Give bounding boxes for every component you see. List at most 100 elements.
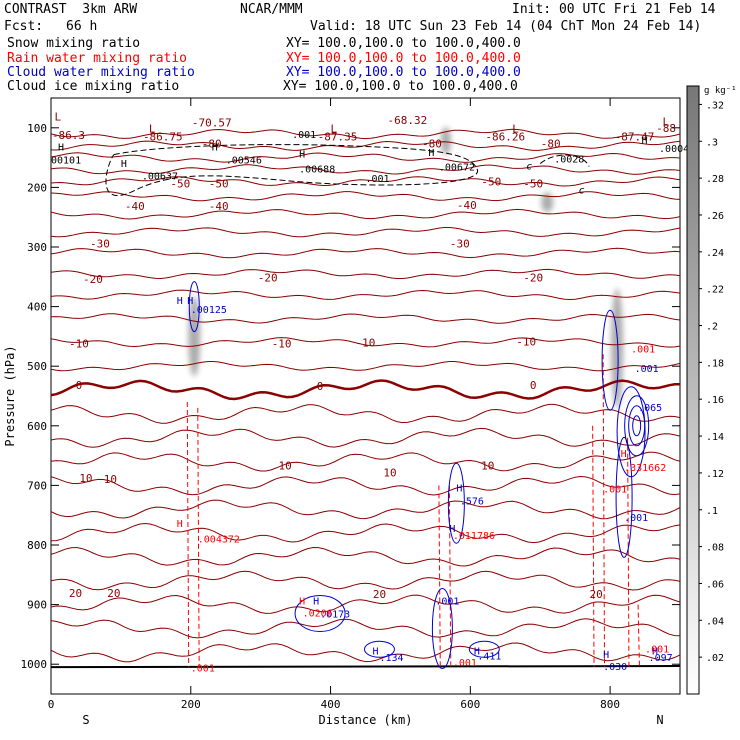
rain-value-label: .0206	[303, 609, 333, 620]
high-marker: H	[456, 483, 462, 494]
y-axis-title: Pressure (hPa)	[3, 345, 17, 446]
high-marker: H	[372, 647, 378, 658]
x-tick-label: 200	[181, 698, 201, 711]
low-marker: L	[149, 123, 156, 136]
snow-contour	[105, 144, 478, 197]
isotherm-label: 10	[279, 459, 292, 472]
rain-contour	[602, 354, 606, 668]
snow-value-label: 00101	[51, 156, 81, 167]
isotherm-label: 0	[76, 379, 83, 392]
cloud-water-contour	[632, 415, 642, 437]
isotherm-label: -20	[83, 273, 103, 286]
cloud-water-contour	[616, 386, 646, 478]
isotherm-line	[51, 208, 680, 220]
y-tick-label: 1000	[21, 658, 48, 671]
ice-value-label: .001	[292, 130, 316, 141]
colorbar-label: .32	[706, 100, 724, 111]
isotherm-line	[51, 191, 680, 202]
rain-value-label: .011786	[453, 531, 495, 542]
high-marker: H	[212, 142, 218, 153]
isotherm-label: -86.75	[143, 130, 183, 143]
isotherm-label: -80	[422, 137, 442, 150]
rain-contour	[637, 604, 640, 668]
isotherm-label: -40	[457, 199, 477, 212]
snow-contour	[539, 154, 590, 167]
colorbar-label: .3	[706, 137, 718, 148]
cloud-water-contour	[294, 595, 346, 633]
x-axis-title: Distance (km)	[319, 713, 413, 727]
cloud-water-value-label: .097	[649, 653, 673, 664]
snow-value-label: .00048	[659, 144, 695, 155]
colorbar-label: .18	[706, 358, 724, 369]
isotherm-label: -50	[170, 177, 190, 190]
isotherm-line	[51, 570, 680, 591]
x-tick-label: 0	[48, 698, 55, 711]
cloud-water-value-label: .065	[638, 403, 662, 414]
snow-shading	[611, 288, 624, 409]
high-marker: H	[299, 150, 305, 161]
isotherm-line	[51, 499, 680, 520]
isotherm-line	[51, 128, 680, 140]
rain-value-label: .001	[191, 663, 215, 674]
isotherm-label: 0	[530, 379, 537, 392]
rain-value-label: .001	[645, 644, 669, 655]
colorbar-label: .04	[706, 616, 724, 627]
isotherm-label: -10	[356, 337, 376, 350]
high-marker: H	[621, 449, 627, 460]
cloud-water-contour	[624, 395, 650, 457]
isotherm-label: -50	[481, 176, 501, 189]
cloud-water-value-label: .134	[379, 653, 403, 664]
field-name-snow: Snow mixing ratio	[7, 36, 141, 51]
ground-line	[51, 664, 680, 669]
isotherm-label: -88	[656, 122, 676, 135]
high-marker: H	[652, 647, 658, 658]
isotherm-label: -86.3	[52, 129, 85, 142]
x-tick-label: 600	[460, 698, 480, 711]
isotherm-label: -87.47	[615, 130, 655, 143]
colorbar-label: .02	[706, 653, 724, 664]
isotherm-line	[51, 594, 680, 614]
y-tick-label: 800	[27, 539, 47, 552]
snow-value-label: .00672	[439, 163, 475, 174]
high-marker: H	[428, 148, 434, 159]
y-tick-label: 400	[27, 301, 47, 314]
isotherm-label: 20	[373, 588, 386, 601]
rain-value-label: .001	[603, 485, 627, 496]
cloud-water-contour	[615, 436, 633, 558]
rain-contour	[197, 407, 200, 668]
snow-value-label: .00688	[299, 165, 335, 176]
isotherm-line	[51, 403, 680, 424]
colorbar-label: .08	[706, 543, 724, 554]
colorbar-label: .14	[706, 432, 724, 443]
cloud-water-contour	[601, 309, 619, 411]
isotherm-label: -20	[258, 272, 278, 285]
high-marker: H	[642, 135, 648, 146]
isotherm-line	[51, 427, 680, 448]
isotherm-line	[51, 227, 680, 238]
isotherm-label: -30	[90, 238, 110, 251]
y-tick-label: 900	[27, 599, 47, 612]
colorbar-label: .12	[706, 469, 724, 480]
isotherm-label: -10	[516, 335, 536, 348]
ice-value-label: .001	[366, 174, 390, 185]
cloud-water-contour	[188, 281, 200, 333]
isotherm-label: 20	[69, 587, 82, 600]
direction-north: N	[656, 713, 663, 727]
isotherm-line	[51, 642, 680, 663]
field-xy-cloud-water: XY= 100.0,100.0 to 100.0,400.0	[286, 65, 521, 80]
rain-contour	[448, 485, 452, 668]
isotherm-line	[51, 268, 680, 280]
x-tick-label: 400	[321, 698, 341, 711]
high-marker: H	[474, 647, 480, 658]
isotherm-label: 10	[79, 472, 92, 485]
snow-shading	[440, 126, 451, 155]
colorbar	[686, 85, 700, 695]
high-marker: H	[187, 296, 193, 307]
field-xy-snow: XY= 100.0,100.0 to 100.0,400.0	[286, 36, 521, 51]
high-marker: H	[603, 650, 609, 661]
isotherm-line	[51, 618, 680, 639]
isotherm-line	[51, 475, 680, 496]
rain-value-label: .001	[631, 344, 655, 355]
colorbar-label: .1	[706, 506, 718, 517]
y-tick-label: 300	[27, 241, 47, 254]
